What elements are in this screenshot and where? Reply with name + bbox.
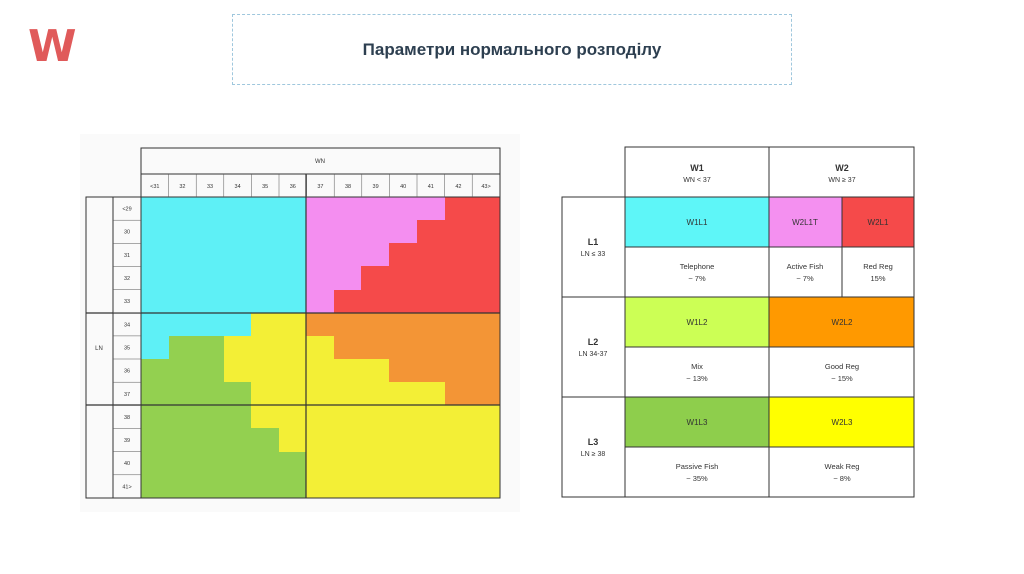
ln-tick-label: 30 xyxy=(124,230,130,236)
label-w2l2: W2L2 xyxy=(832,318,853,327)
desc-mix: Mix xyxy=(691,362,703,371)
ln-tick-label: 38 xyxy=(124,415,130,421)
ln-tick-label: 36 xyxy=(124,369,130,375)
pct-passive-fish: ~ 35% xyxy=(686,474,708,483)
wn-tick-label: 34 xyxy=(235,184,241,190)
wn-tick-label: 41 xyxy=(428,184,434,190)
wn-tick-label: 32 xyxy=(179,184,185,190)
region-green xyxy=(141,336,306,498)
l2-title: L2 xyxy=(588,337,599,347)
ln-tick-label: <29 xyxy=(122,207,131,213)
ln-tick-label: 35 xyxy=(124,346,130,352)
ln-tick-label: 41> xyxy=(122,484,131,490)
region-pink xyxy=(306,197,445,313)
l3-title: L3 xyxy=(588,437,599,447)
cell-w2l3 xyxy=(769,397,914,447)
ln-tick-label: 33 xyxy=(124,299,130,305)
pct-red-reg: 15% xyxy=(870,274,885,283)
cell-w2l1t xyxy=(769,197,842,247)
cell-w1l2 xyxy=(625,297,769,347)
wn-tick-label: 36 xyxy=(290,184,296,190)
wn-tick-label: 38 xyxy=(345,184,351,190)
label-w1l2: W1L2 xyxy=(687,318,708,327)
cell-w2l1 xyxy=(842,197,914,247)
ln-tick-label: 40 xyxy=(124,461,130,467)
pct-weak-reg: ~ 8% xyxy=(833,474,851,483)
ln-tick-label: 39 xyxy=(124,438,130,444)
label-w1l3: W1L3 xyxy=(687,418,708,427)
desc-good-reg: Good Reg xyxy=(825,362,859,371)
pct-active-fish: ~ 7% xyxy=(796,274,814,283)
w2-title: W2 xyxy=(835,163,849,173)
page-title: Параметри нормального розподілу xyxy=(362,39,662,59)
region-orange xyxy=(306,313,500,405)
ln-tick-label: 31 xyxy=(124,253,130,259)
region-yellow-left xyxy=(224,313,306,452)
region-yellow-right xyxy=(306,336,500,498)
wn-tick-label: 42 xyxy=(455,184,461,190)
region-cyan xyxy=(141,197,306,359)
ln-tick-label: 37 xyxy=(124,392,130,398)
cell-w1l3 xyxy=(625,397,769,447)
region-red xyxy=(334,197,500,313)
pct-good-reg: ~ 15% xyxy=(831,374,853,383)
wn-tick-label: <31 xyxy=(150,184,159,190)
ln-axis-label: LN xyxy=(95,346,103,352)
desc-telephone: Telephone xyxy=(680,262,715,271)
pct-mix: ~ 13% xyxy=(686,374,708,383)
w2-sub: WN ≥ 37 xyxy=(828,177,855,184)
l2-sub: LN 34-37 xyxy=(579,351,608,358)
wn-tick-label: 33 xyxy=(207,184,213,190)
w1-title: W1 xyxy=(690,163,704,173)
l1-title: L1 xyxy=(588,237,599,247)
wn-tick-label: 37 xyxy=(317,184,323,190)
grid-body-box xyxy=(140,196,501,499)
wn-tick-label: 43> xyxy=(481,184,490,190)
ln-tick-label: 34 xyxy=(124,322,130,328)
ln-tick-label: 32 xyxy=(124,276,130,282)
wn-tick-label: 40 xyxy=(400,184,406,190)
wn-tick-label: 35 xyxy=(262,184,268,190)
l3-sub: LN ≥ 38 xyxy=(581,451,606,458)
desc-active-fish: Active Fish xyxy=(787,262,824,271)
pct-telephone: ~ 7% xyxy=(688,274,706,283)
desc-weak-reg: Weak Reg xyxy=(825,462,860,471)
logo: W xyxy=(28,21,77,72)
label-w1l1: W1L1 xyxy=(687,218,708,227)
wn-axis-label: WN xyxy=(315,159,325,165)
cell-w1l1 xyxy=(625,197,769,247)
title-box: Параметри нормального розподілу xyxy=(232,14,792,85)
desc-passive-fish: Passive Fish xyxy=(676,462,719,471)
cell-w2l2 xyxy=(769,297,914,347)
w1-sub: WN < 37 xyxy=(683,177,711,184)
l1-sub: LN ≤ 33 xyxy=(581,251,606,258)
wn-tick-label: 39 xyxy=(373,184,379,190)
label-w2l3: W2L3 xyxy=(832,418,853,427)
label-w2l1t: W2L1T xyxy=(792,218,818,227)
label-w2l1: W2L1 xyxy=(868,218,889,227)
desc-red-reg: Red Reg xyxy=(863,262,893,271)
